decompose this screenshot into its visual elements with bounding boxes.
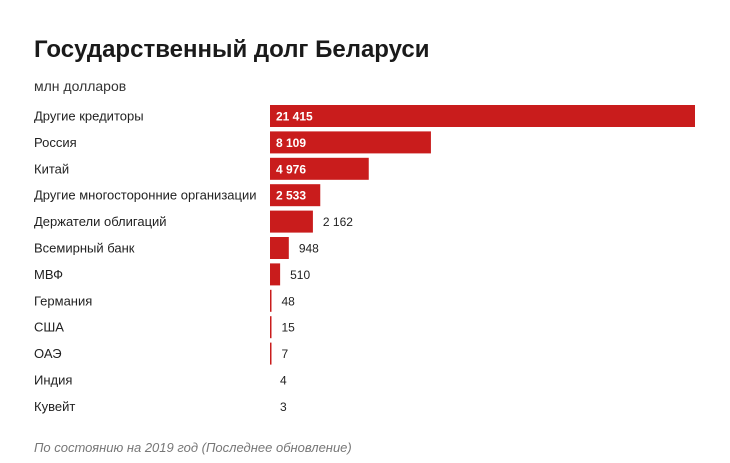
- category-label: Россия: [34, 135, 77, 150]
- value-label: 2 533: [276, 189, 306, 203]
- bar: [270, 131, 431, 154]
- bar: [270, 263, 281, 286]
- category-label: ОАЭ: [34, 346, 62, 361]
- category-label: Другие кредиторы: [34, 109, 144, 124]
- bar: [270, 316, 272, 339]
- value-label: 7: [282, 347, 289, 361]
- category-label: Другие многосторонние организации: [34, 188, 256, 203]
- bar: [270, 157, 369, 180]
- value-label: 21 415: [276, 110, 313, 124]
- value-label: 48: [282, 294, 296, 308]
- value-label: 4 976: [276, 162, 306, 176]
- chart-title: Государственный долг Беларуси: [34, 36, 430, 63]
- category-label: Кувейт: [34, 399, 75, 414]
- value-label: 2 162: [323, 215, 353, 229]
- category-label: МВФ: [34, 267, 63, 282]
- value-label: 15: [282, 321, 296, 335]
- category-label: Индия: [34, 373, 72, 388]
- chart-subtitle: млн долларов: [34, 78, 127, 94]
- category-label: Держатели облигаций: [34, 214, 167, 229]
- bar: [270, 342, 272, 365]
- category-label: Китай: [34, 161, 69, 176]
- bar: [270, 237, 289, 259]
- value-label: 510: [290, 268, 310, 282]
- bar: [270, 105, 695, 127]
- bar: [270, 210, 313, 233]
- value-label: 3: [280, 400, 287, 414]
- category-label: Германия: [34, 293, 92, 308]
- value-label: 8 109: [276, 136, 306, 150]
- category-label: США: [34, 320, 64, 335]
- bar: [270, 289, 272, 312]
- value-label: 4: [280, 374, 287, 388]
- category-label: Всемирный банк: [34, 241, 135, 256]
- bar: [270, 184, 321, 207]
- chart-footnote: По состоянию на 2019 год (Последнее обно…: [34, 440, 352, 455]
- value-label: 948: [299, 242, 319, 256]
